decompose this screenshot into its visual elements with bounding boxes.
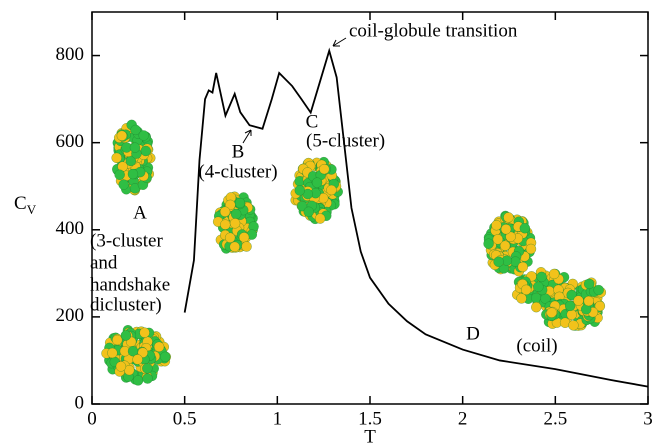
molecule-bead [112, 334, 123, 346]
molecule-bead [238, 232, 250, 243]
molecule-bead [516, 293, 527, 304]
molecule-bead [132, 354, 143, 365]
molecule-bead [593, 284, 604, 296]
y-axis-label: CV [14, 193, 37, 217]
molecule-bead [219, 206, 231, 217]
molecule-bead [114, 169, 125, 180]
plot-frame [91, 11, 649, 405]
molecule-bead [505, 231, 516, 242]
molecule-bead [111, 152, 122, 163]
annotation: (3-cluster [90, 230, 163, 251]
annotation: coil-globule transition [349, 20, 518, 41]
molecule-bead [500, 224, 512, 235]
y-tick-label: 0 [75, 392, 85, 413]
molecule-bead [140, 145, 151, 157]
molecule-bead [573, 295, 584, 306]
molecule-bead [116, 130, 128, 141]
molecule-bead [549, 268, 560, 280]
molecule-bead [594, 300, 606, 312]
molecule-bead [517, 261, 528, 273]
molecule-bead [568, 320, 579, 331]
annotation: (coil) [516, 335, 557, 356]
annotation: A [133, 202, 147, 223]
x-tick-label: 2 [458, 408, 468, 429]
annotation: C [306, 111, 319, 132]
molecule-bead [546, 307, 557, 318]
molecule-bead [229, 218, 241, 229]
molecule-bead [118, 179, 129, 190]
molecule-bead [326, 184, 337, 196]
molecule-bead [311, 177, 323, 188]
molecule-bead [492, 234, 504, 245]
molecule-bead [491, 220, 502, 231]
molecule-bead [234, 197, 246, 209]
x-tick-label: 2.5 [543, 408, 567, 429]
molecule-bead [315, 213, 326, 224]
molecule-images [101, 119, 607, 386]
molecule-bead [503, 212, 514, 223]
molecule-bead [319, 163, 330, 175]
molecule-bead [229, 241, 240, 252]
y-tick-label: 800 [56, 44, 85, 65]
molecule-bead [565, 300, 576, 311]
molecule-bead [521, 284, 532, 295]
arrow [332, 37, 347, 47]
annotation: handshake [90, 274, 170, 295]
molecule-bead [531, 302, 542, 313]
molecule-bead [115, 361, 127, 372]
data-line [183, 47, 649, 388]
arrow [242, 129, 252, 144]
molecule-bead [224, 232, 236, 243]
molecule-bead [132, 375, 144, 386]
y-axis-label-main: C [14, 193, 27, 214]
annotation: and [90, 252, 118, 273]
molecule-bead [536, 271, 547, 283]
annotation: (4-cluster) [198, 161, 277, 182]
molecule-bead [583, 278, 595, 290]
molecule-bead [127, 168, 139, 180]
x-tick-label: 0 [87, 408, 97, 429]
y-tick-label: 400 [56, 218, 85, 239]
x-axis-label: T [364, 426, 376, 447]
x-tick-label: 1.5 [358, 408, 382, 429]
molecule-bead [107, 347, 118, 359]
molecule-bead [160, 351, 171, 362]
molecule-bead [142, 373, 153, 384]
y-axis-label-sub: V [27, 202, 37, 217]
molecule-bead [294, 185, 305, 196]
molecule-bead [533, 281, 544, 292]
molecule-bead [483, 238, 494, 249]
molecule-bead [231, 208, 242, 220]
molecule-bead [139, 327, 150, 338]
molecule-bead [583, 295, 594, 307]
y-tick-label: 200 [56, 305, 85, 326]
molecule-bead [566, 309, 577, 320]
y-tick-label: 600 [56, 131, 85, 152]
x-tick-label: 0.5 [173, 408, 197, 429]
molecule-bead [220, 219, 231, 230]
molecule-bead [241, 241, 252, 252]
molecule-bead [519, 223, 530, 234]
molecule-bead [129, 142, 141, 153]
molecule-bead [120, 330, 132, 341]
x-tick-label: 1 [273, 408, 283, 429]
molecule-bead [153, 341, 165, 352]
annotation: (5-cluster) [306, 130, 385, 151]
annotation: dicluster) [90, 294, 162, 315]
molecule-bead [499, 240, 511, 251]
molecule-bead [142, 363, 153, 374]
annotation: B [232, 141, 245, 162]
molecule-bead [138, 130, 149, 141]
molecule-bead [130, 124, 141, 136]
annotation: D [466, 323, 480, 344]
molecule-bead [303, 206, 314, 217]
molecule-bead [493, 256, 504, 267]
molecule-bead [525, 243, 537, 255]
x-tick-label: 3 [643, 408, 653, 429]
